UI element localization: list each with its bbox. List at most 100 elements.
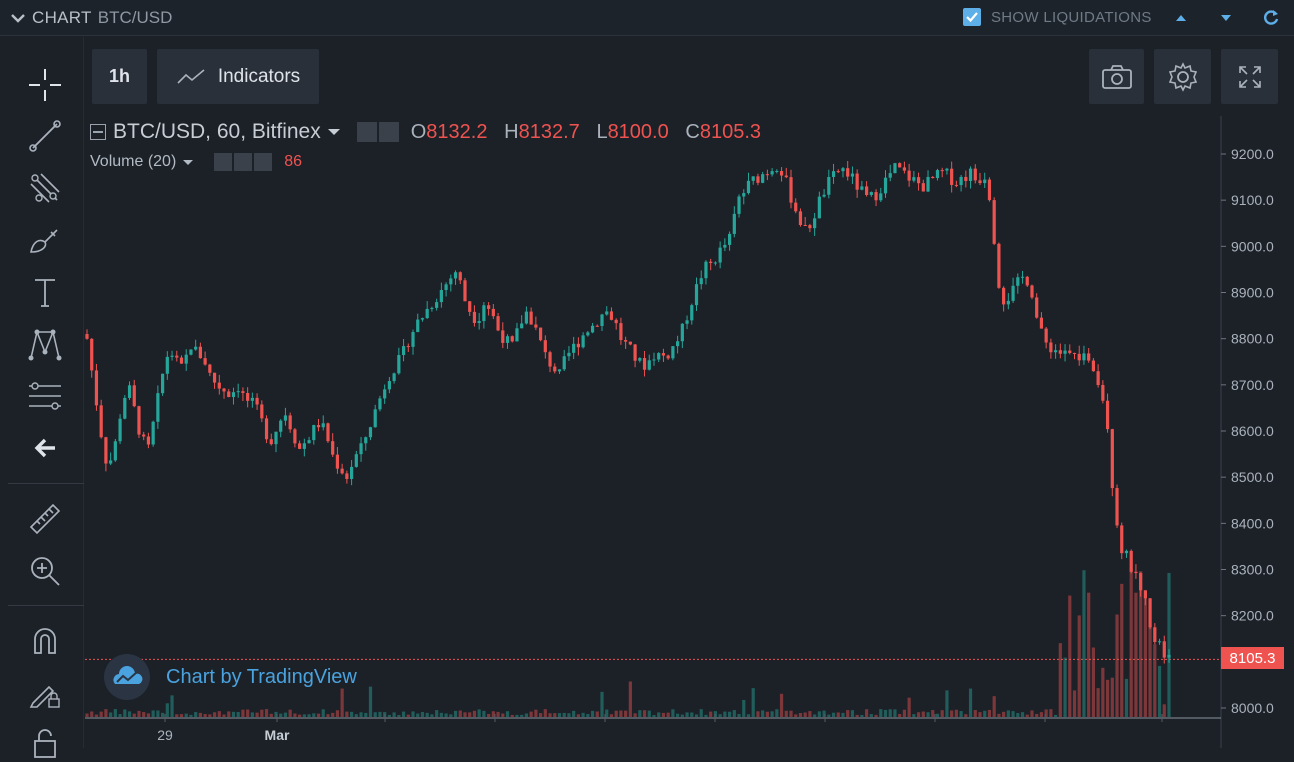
refresh-icon[interactable] — [1262, 9, 1280, 27]
price-chart[interactable]: 9200.0 9100.0 9000.0 8900.0 8800.0 8700.0 8600… — [85, 116, 1294, 748]
volume-bar — [742, 699, 746, 717]
volume-bar — [132, 713, 136, 717]
volume-bar — [586, 713, 590, 717]
pattern-tool[interactable] — [24, 323, 66, 365]
price-axis: 9200.0 9100.0 9000.0 8900.0 8800.0 8700.0 8600… — [1220, 116, 1274, 748]
symbol-label[interactable]: BTC/USD, 60, Bitfinex — [113, 120, 321, 143]
caret-down-icon[interactable] — [182, 158, 194, 167]
volume-bar — [1011, 711, 1015, 717]
chevron-down-icon[interactable] — [10, 10, 26, 26]
candle-body — [1134, 571, 1138, 574]
volume-bar — [1025, 714, 1029, 717]
pair-label: BTC/USD — [97, 7, 173, 27]
candle-body — [160, 373, 165, 394]
candle-body — [1039, 317, 1044, 329]
show-liquidations-toggle[interactable]: SHOW LIQUIDATIONS — [963, 8, 1152, 26]
candle-body — [916, 177, 921, 184]
volume-bar — [945, 690, 949, 717]
tradingview-watermark[interactable]: Chart by TradingView — [104, 654, 357, 700]
candle-body — [676, 341, 680, 347]
volume-bar — [529, 711, 533, 717]
collapse-icon[interactable] — [90, 124, 106, 140]
liquidations-checkbox[interactable] — [963, 8, 981, 26]
indicators-button[interactable]: Indicators — [157, 49, 319, 104]
candle-body — [685, 320, 689, 324]
toolbar-separator — [8, 483, 84, 484]
crosshair-tool[interactable] — [24, 64, 66, 106]
volume-bar — [340, 688, 344, 717]
price-tick-label: 8500.0 — [1231, 469, 1274, 485]
fullscreen-button[interactable] — [1221, 49, 1278, 104]
volume-bar — [104, 709, 108, 717]
zoom-in-tool[interactable] — [24, 550, 66, 592]
volume-bar — [170, 695, 174, 717]
candle-body — [1153, 627, 1157, 643]
volume-bar — [968, 688, 973, 717]
candle-body — [798, 211, 803, 226]
volume-bar — [477, 709, 481, 717]
lock-tool[interactable] — [24, 720, 66, 762]
candle-body — [435, 302, 439, 308]
volume-bar — [1020, 712, 1025, 717]
settings-small-icon[interactable] — [378, 122, 399, 142]
candle-body — [614, 319, 618, 324]
volume-label[interactable]: Volume (20) — [90, 153, 177, 170]
volume-bar — [430, 714, 434, 717]
eye-icon[interactable] — [214, 153, 233, 171]
settings-small-icon[interactable] — [234, 153, 253, 171]
candle-body — [142, 434, 146, 437]
volume-bar — [227, 711, 231, 717]
volume-bar — [694, 714, 699, 717]
settings-button[interactable] — [1154, 49, 1211, 104]
candle-body — [241, 391, 245, 394]
close-icon[interactable] — [254, 153, 273, 171]
candle-body — [298, 443, 302, 449]
brush-tool[interactable] — [24, 219, 66, 261]
arrow-down-icon[interactable] — [1217, 9, 1235, 27]
candle-body — [964, 176, 968, 181]
caret-down-icon[interactable] — [327, 127, 341, 137]
gear-icon — [1168, 61, 1197, 92]
candle-body — [581, 335, 585, 348]
volume-bar — [548, 713, 552, 717]
arrow-up-icon[interactable] — [1172, 9, 1190, 27]
candle-body — [156, 393, 160, 422]
eye-icon[interactable] — [356, 122, 377, 142]
lock-drawing-tool[interactable] — [24, 672, 66, 714]
interval-button[interactable]: 1h — [92, 49, 147, 104]
pitchfork-tool[interactable] — [24, 167, 66, 209]
candle-body — [1058, 350, 1062, 354]
candle-body — [1002, 287, 1006, 305]
candle-body — [482, 305, 486, 322]
volume-bar — [298, 714, 302, 717]
screenshot-button[interactable] — [1089, 49, 1144, 104]
candle-body — [661, 353, 666, 356]
trend-line-tool[interactable] — [24, 115, 66, 157]
volume-bar — [387, 714, 391, 717]
candle-body — [269, 439, 273, 445]
text-tool[interactable] — [24, 271, 66, 313]
volume-bar — [1120, 583, 1124, 717]
volume-value: 86 — [284, 153, 303, 170]
candle-body — [255, 397, 259, 405]
volume-bar — [283, 712, 288, 717]
candle-body — [165, 356, 169, 374]
volume-bar — [756, 711, 760, 717]
fib-tool[interactable] — [24, 375, 66, 417]
candle-body — [1082, 353, 1086, 361]
candle-body — [1143, 590, 1147, 599]
candle-body — [94, 370, 99, 406]
ruler-tool[interactable] — [24, 498, 66, 540]
volume-bar — [553, 713, 557, 717]
volume-bar — [1087, 592, 1091, 717]
volume-bar — [912, 714, 916, 717]
volume-bar — [997, 713, 1001, 717]
volume-bar — [472, 710, 477, 717]
text-icon — [35, 279, 55, 307]
candle-body — [1006, 300, 1010, 305]
magnet-tool[interactable] — [24, 620, 66, 662]
volume-bar — [411, 711, 415, 717]
hide-toolbar-button[interactable] — [24, 427, 66, 469]
candle-body — [354, 454, 358, 467]
volume-bar — [595, 711, 599, 717]
